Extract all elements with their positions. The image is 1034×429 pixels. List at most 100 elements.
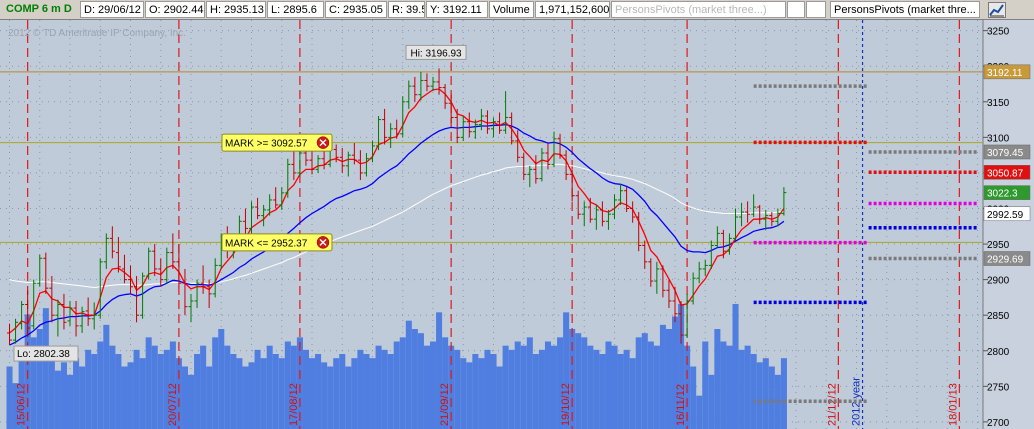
alert-marker[interactable]: MARK <= 2952.37 [221, 233, 333, 252]
volume-value: 1,971,152,600 [535, 1, 610, 18]
volume-bar [496, 366, 503, 429]
candle [67, 300, 73, 326]
volume-bar [224, 345, 231, 429]
volume-bar [659, 324, 666, 429]
volume-bars [6, 304, 787, 429]
volume-bar [60, 362, 67, 429]
candle [158, 258, 164, 287]
candle [648, 258, 654, 287]
candle [599, 201, 605, 227]
volume-bar [750, 354, 757, 429]
study-label[interactable]: PersonsPivots (market thre... [830, 1, 980, 18]
candle [309, 150, 315, 175]
candle [370, 140, 375, 163]
symbol-label[interactable]: COMP 6 m D [3, 1, 79, 18]
volume-bar [738, 349, 745, 429]
volume-bar [103, 324, 110, 429]
candle [509, 112, 515, 145]
alert-box [221, 233, 333, 252]
range-field: R: 39.53 [388, 1, 425, 18]
price-axis-label: 2800 [987, 347, 1010, 358]
price-axis-label: 2700 [987, 418, 1010, 429]
volume-bar [756, 362, 763, 429]
date-marker-label: 16/11/12 [675, 384, 687, 426]
candle [382, 108, 388, 145]
volume-bar [369, 358, 376, 429]
volume-bar [581, 337, 588, 429]
candle [521, 153, 527, 181]
chart-settings-icon[interactable] [988, 2, 1006, 18]
volume-bar [520, 345, 527, 429]
volume-bar [357, 349, 364, 429]
candle [279, 187, 285, 210]
volume-bar [478, 358, 485, 429]
close-icon-x [319, 139, 327, 147]
candle [345, 151, 351, 177]
candle [678, 300, 684, 344]
candle [478, 108, 484, 131]
volume-bar [254, 349, 261, 429]
candle [285, 158, 291, 198]
volume-bar [266, 345, 273, 429]
volume-bar [36, 329, 43, 429]
pending-study-label[interactable]: PersonsPivots (market three...) [611, 1, 786, 18]
candle [769, 212, 775, 227]
volume-bar [557, 337, 564, 429]
volume-bar [460, 358, 467, 429]
volume-bar [599, 354, 606, 429]
alert-label: MARK >= 3092.57 [225, 139, 308, 150]
date-marker-label: 20/07/12 [167, 383, 179, 426]
price-tag-label: 2929.69 [987, 255, 1024, 266]
volume-bar [236, 358, 243, 429]
price-tag-label: 2992.59 [987, 210, 1024, 221]
volume-bar [12, 383, 19, 429]
volume-bar [417, 333, 424, 429]
candle [545, 143, 551, 170]
volume-bar [321, 362, 328, 429]
candle [388, 123, 394, 149]
candle [291, 151, 297, 181]
candle [672, 286, 678, 323]
candle [79, 306, 85, 333]
candle [430, 76, 436, 92]
price-axis-background [983, 20, 1034, 429]
candle [200, 265, 206, 294]
candle [115, 236, 121, 273]
volume-bar [611, 345, 618, 429]
candle [484, 110, 490, 134]
volume-bar [109, 345, 116, 429]
price-chart[interactable]: 15/06/12 20/07/12 17/08/12 21/09/12 19/10/12… [0, 20, 1034, 429]
volume-bar [6, 366, 13, 429]
lo-label: Lo: 2802.38 [17, 349, 70, 360]
volume-bar [430, 341, 437, 429]
ema-slow-line [9, 163, 784, 289]
volume-bar [472, 354, 479, 429]
candle [720, 229, 726, 259]
candle [363, 153, 369, 177]
candle [297, 148, 303, 177]
candle [618, 183, 624, 205]
alert-marker[interactable]: MARK >= 3092.57 [221, 133, 333, 152]
lo-label-box [13, 345, 79, 362]
candle [376, 116, 382, 151]
high-field: H: 2935.13 [206, 1, 266, 18]
candle [563, 150, 569, 181]
price-axis-label: 2950 [987, 240, 1010, 251]
volume-bar [647, 341, 654, 429]
volume-bar [121, 366, 128, 429]
volume-bar [139, 358, 146, 429]
volume-bar [127, 362, 134, 429]
volume-bar [399, 337, 406, 429]
candle [61, 293, 67, 330]
price-axis-label: 2750 [987, 382, 1010, 393]
candle [140, 272, 146, 319]
volume-bar [145, 337, 152, 429]
volume-bar [762, 358, 769, 429]
volume-bar [563, 312, 570, 429]
watermark: 2012 © TD Ameritrade IP Company, Inc. [8, 28, 186, 39]
candle [581, 201, 587, 227]
candle [194, 279, 200, 309]
volume-bar [696, 395, 703, 429]
volume-bar [641, 333, 648, 429]
